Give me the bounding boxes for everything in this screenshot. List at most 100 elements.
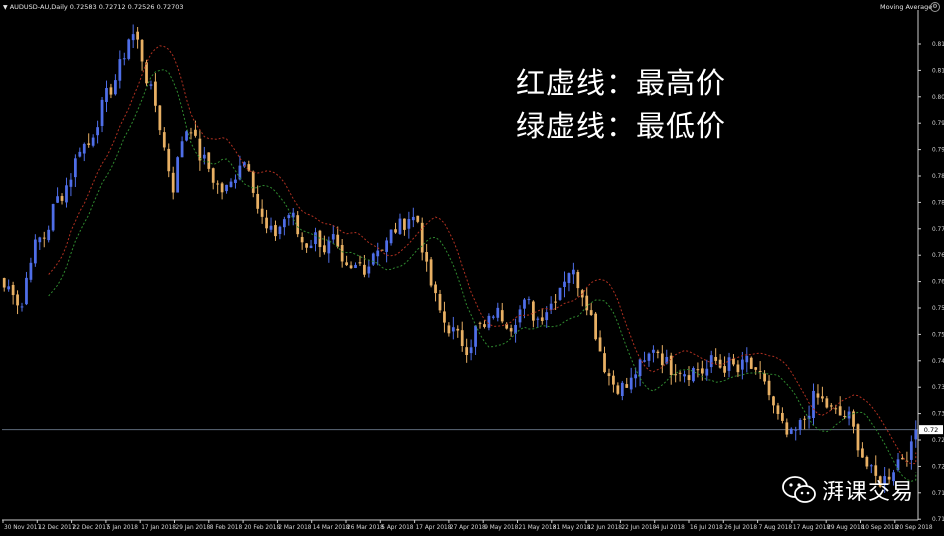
candle-body	[763, 373, 766, 382]
dropdown-arrow-icon[interactable]: ▼	[3, 4, 8, 11]
candle-body	[692, 368, 695, 382]
x-tick-label: 7 Aug 2018	[759, 525, 793, 531]
candle-body	[572, 269, 575, 275]
candle-body	[29, 262, 33, 280]
candle-body	[242, 162, 246, 167]
candle-body	[127, 39, 131, 59]
candle-body	[598, 337, 602, 352]
y-tick-label: 0.77	[932, 227, 944, 233]
candle-body	[869, 465, 873, 467]
candle-body	[781, 412, 784, 421]
candle-body	[451, 327, 455, 332]
candle-body	[78, 151, 82, 157]
candle-body	[394, 229, 397, 233]
candle-body	[540, 317, 544, 321]
x-tick-label: 16 Jul 2018	[690, 525, 723, 531]
candle-body	[109, 87, 113, 95]
candle-body	[238, 165, 242, 180]
candle-body	[834, 408, 838, 410]
x-tick-label: 20 Sep 2018	[896, 525, 933, 531]
indicator-name: Moving Average	[880, 3, 933, 11]
candle-body	[727, 357, 731, 371]
x-tick-label: 22 Dec 2017	[73, 525, 110, 531]
candle-body	[612, 375, 615, 385]
x-tick-label: 17 Apr 2018	[416, 525, 452, 531]
candle-body	[136, 31, 139, 40]
y-tick-label: 0.78	[932, 200, 944, 206]
y-tick-label: 0.78	[932, 174, 944, 180]
candle-body	[696, 369, 700, 371]
candle-body	[180, 141, 184, 158]
candle-body	[491, 316, 495, 318]
candle-body	[202, 154, 206, 159]
candle-body	[852, 411, 855, 427]
candle-body	[865, 456, 869, 467]
candle-body	[594, 313, 597, 340]
candle-body	[354, 264, 357, 269]
candle-body	[838, 406, 842, 416]
candle-body	[896, 459, 900, 471]
candle-body	[234, 179, 237, 184]
candle-body	[629, 377, 633, 390]
candle-body	[96, 127, 99, 136]
y-tick-label: 0.80	[932, 95, 944, 101]
x-tick-label: 21 May 2018	[519, 525, 557, 531]
candle-body	[874, 465, 878, 476]
candle-body	[323, 245, 326, 253]
candle-body	[416, 215, 420, 222]
candle-body	[638, 359, 642, 376]
candle-body	[345, 262, 348, 266]
candle-body	[749, 357, 753, 369]
candle-body	[798, 420, 802, 431]
x-tick-label: 30 Nov 2017	[4, 525, 41, 531]
indicator-settings-icon[interactable]: ⚙	[930, 2, 940, 12]
candle-body	[265, 217, 268, 229]
x-tick-label: 12 Dec 2017	[38, 525, 75, 531]
x-tick-label: 26 Jul 2018	[724, 525, 757, 531]
current-price-label: 0.72	[924, 426, 938, 434]
candle-body	[87, 143, 91, 145]
candle-body	[314, 232, 317, 245]
candle-body	[331, 234, 335, 240]
candle-body	[861, 448, 864, 458]
candle-body	[140, 39, 144, 62]
candle-body	[687, 375, 691, 381]
candle-body	[620, 382, 624, 396]
candle-body	[282, 219, 286, 228]
candle-body	[758, 370, 762, 372]
candle-body	[56, 196, 59, 203]
candle-body	[789, 428, 793, 434]
y-tick-label: 0.75	[932, 332, 944, 338]
candle-body	[607, 373, 611, 377]
candle-body	[167, 148, 171, 172]
candle-body	[269, 225, 273, 230]
x-tick-label: 27 Apr 2018	[450, 525, 486, 531]
current-price-box	[919, 425, 943, 435]
candle-body	[318, 230, 322, 248]
y-tick-label: 0.79	[932, 148, 944, 154]
x-tick-label: 29 Aug 2018	[827, 525, 864, 531]
candle-body	[42, 237, 46, 239]
candle-body	[914, 429, 918, 440]
candle-body	[291, 212, 295, 218]
candle-body	[705, 368, 709, 376]
candle-body	[647, 353, 651, 361]
candle-body	[589, 310, 593, 315]
candle-body	[154, 81, 157, 106]
candle-body	[660, 353, 664, 366]
candle-body	[709, 355, 713, 368]
candle-body	[736, 364, 740, 373]
candle-body	[207, 152, 211, 169]
y-tick-label: 0.81	[932, 42, 944, 48]
candle-body	[149, 84, 153, 86]
candle-body	[287, 215, 291, 219]
candle-body	[812, 390, 815, 419]
candle-body	[447, 325, 451, 334]
candle-body	[505, 323, 509, 329]
candle-body	[105, 87, 108, 102]
candle-body	[176, 157, 180, 193]
candle-body	[469, 347, 473, 354]
x-tick-label: 5 Jan 2018	[107, 525, 138, 531]
candle-body	[122, 58, 126, 60]
candle-body	[340, 245, 344, 262]
